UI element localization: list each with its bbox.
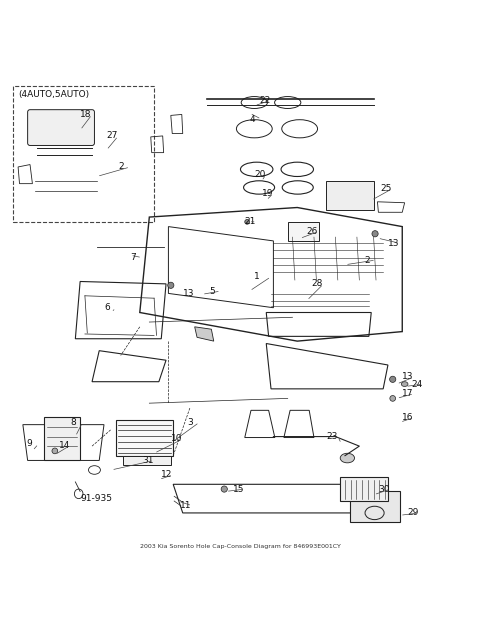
Ellipse shape — [390, 376, 396, 382]
Text: 13: 13 — [388, 239, 399, 248]
Text: 25: 25 — [381, 184, 392, 193]
Text: 26: 26 — [307, 227, 318, 236]
Text: 20: 20 — [254, 169, 266, 179]
Text: 27: 27 — [107, 131, 118, 141]
Ellipse shape — [340, 453, 355, 463]
Ellipse shape — [372, 231, 378, 237]
Ellipse shape — [245, 219, 250, 224]
Text: (4AUTO,5AUTO): (4AUTO,5AUTO) — [18, 89, 89, 99]
Bar — [288, 222, 319, 241]
Bar — [340, 477, 388, 501]
Text: 6: 6 — [104, 303, 110, 312]
Bar — [44, 418, 80, 461]
Text: 16: 16 — [402, 413, 414, 422]
Text: 13: 13 — [402, 372, 414, 381]
Text: 13: 13 — [183, 289, 194, 298]
Ellipse shape — [390, 396, 396, 401]
Ellipse shape — [401, 382, 408, 386]
Text: 14: 14 — [59, 441, 70, 449]
Text: 19: 19 — [262, 189, 273, 198]
FancyBboxPatch shape — [28, 109, 95, 146]
Text: 8: 8 — [71, 418, 76, 427]
Text: 30: 30 — [378, 484, 390, 494]
Text: 9: 9 — [27, 439, 33, 448]
Ellipse shape — [52, 448, 58, 454]
Text: 11: 11 — [180, 501, 192, 510]
Ellipse shape — [168, 282, 174, 288]
Text: 1: 1 — [254, 272, 260, 281]
Text: 3: 3 — [188, 418, 193, 427]
Text: 10: 10 — [171, 434, 182, 444]
Text: 31: 31 — [142, 456, 154, 465]
Text: 21: 21 — [245, 217, 256, 226]
Text: 18: 18 — [80, 110, 92, 119]
Text: 29: 29 — [407, 508, 419, 518]
Ellipse shape — [221, 486, 228, 492]
Text: 5: 5 — [209, 286, 215, 296]
Text: 12: 12 — [161, 470, 173, 479]
Bar — [326, 181, 373, 210]
Text: 2: 2 — [118, 162, 124, 171]
Text: 91-935: 91-935 — [80, 494, 112, 503]
Text: 15: 15 — [233, 484, 244, 494]
Text: 17: 17 — [402, 389, 414, 398]
Text: 28: 28 — [312, 279, 323, 288]
Text: 4: 4 — [250, 115, 255, 124]
Text: 2: 2 — [364, 256, 370, 264]
Text: 2003 Kia Sorento Hole Cap-Console Diagram for 846993E001CY: 2003 Kia Sorento Hole Cap-Console Diagra… — [140, 544, 340, 549]
Bar — [123, 456, 171, 465]
Text: 24: 24 — [412, 379, 423, 389]
Text: 7: 7 — [130, 253, 136, 262]
Text: 23: 23 — [326, 432, 337, 441]
Polygon shape — [195, 327, 214, 341]
Text: 22: 22 — [259, 96, 270, 104]
Bar — [350, 491, 400, 522]
Bar — [116, 420, 173, 456]
